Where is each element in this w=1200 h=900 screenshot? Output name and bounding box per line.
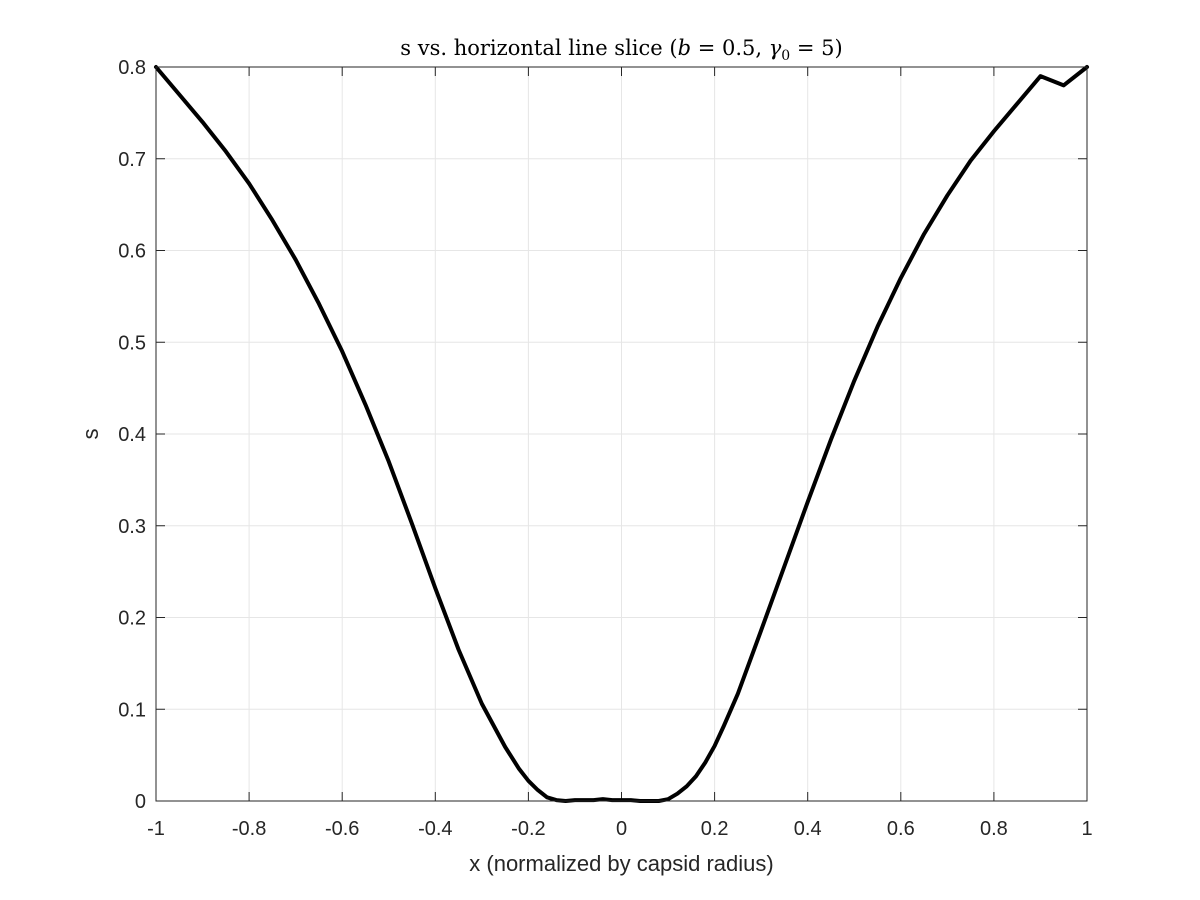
- title-b-symbol: b: [678, 36, 691, 60]
- y-tick-label: 0.2: [118, 608, 146, 630]
- x-tick-labels: -1 -0.8 -0.6 -0.4 -0.2 0 0.2 0.4 0.6 0.8 1: [147, 818, 1092, 840]
- y-tick-label: 0.1: [118, 699, 146, 721]
- x-tick-label: -1: [147, 818, 165, 840]
- title-gamma-symbol: γ: [769, 36, 782, 60]
- x-tick-label: 0.8: [980, 818, 1008, 840]
- x-axis-label: x (normalized by capsid radius): [469, 851, 773, 876]
- x-tick-label: -0.6: [325, 818, 359, 840]
- title-gamma-subscript: 0: [781, 48, 790, 64]
- y-tick-label: 0.3: [118, 516, 146, 538]
- y-tick-label: 0.5: [118, 332, 146, 354]
- y-axis-label: s: [78, 429, 103, 440]
- x-tick-label: -0.8: [232, 818, 266, 840]
- x-tick-label: -0.2: [511, 818, 545, 840]
- y-tick-label: 0.6: [118, 241, 146, 263]
- title-b-value: = 0.5,: [691, 36, 769, 60]
- title-prefix: s vs. horizontal line slice (: [400, 36, 677, 60]
- x-tick-label: 0.2: [701, 818, 729, 840]
- x-tick-label: -0.4: [418, 818, 452, 840]
- y-tick-label: 0.8: [118, 57, 146, 79]
- title-gamma-value: = 5): [790, 36, 843, 60]
- y-tick-label: 0: [135, 791, 146, 813]
- x-tick-label: 1: [1081, 818, 1092, 840]
- series-line: [154, 65, 1089, 803]
- y-tick-labels: 0 0.1 0.2 0.3 0.4 0.5 0.6 0.7 0.8: [118, 57, 146, 813]
- y-tick-label: 0.4: [118, 424, 146, 446]
- axes-box: [155, 66, 1088, 802]
- x-tick-label: 0.4: [794, 818, 822, 840]
- x-tick-label: 0.6: [887, 818, 915, 840]
- chart-title: s vs. horizontal line slice (b = 0.5, γ0…: [400, 36, 842, 64]
- y-tick-label: 0.7: [118, 149, 146, 171]
- x-tick-label: 0: [616, 818, 627, 840]
